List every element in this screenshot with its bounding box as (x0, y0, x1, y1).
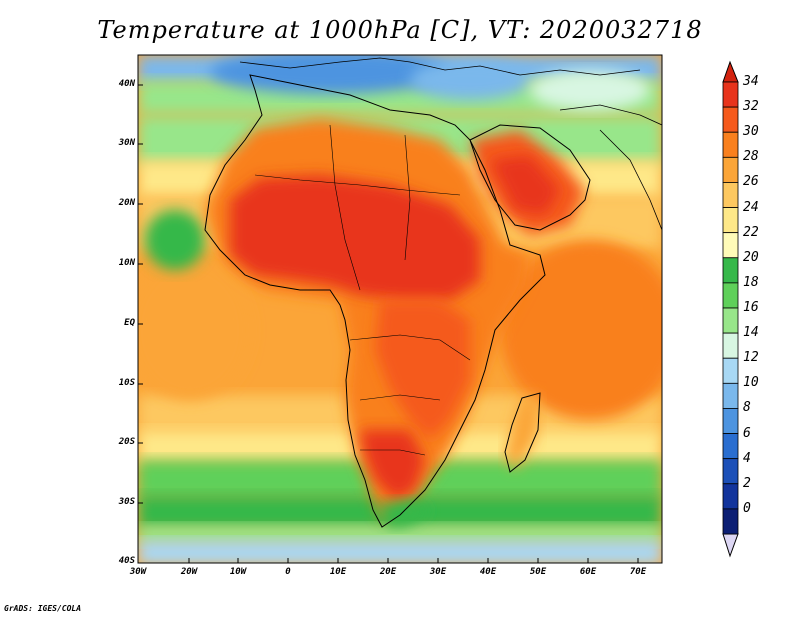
colorbar-box (722, 156, 739, 183)
colorbar-label: 34 (743, 74, 759, 89)
colorbar-label: 28 (743, 149, 759, 165)
colorbar-label: 12 (743, 350, 759, 366)
lon-label-0: 0 (285, 567, 291, 577)
lat-label-10n: 10N (118, 258, 135, 268)
colorbar-label: 30 (743, 124, 759, 140)
colorbar-underflow-arrow (722, 533, 739, 558)
colorbar-box (722, 182, 739, 208)
lon-label-10e: 10E (329, 567, 347, 577)
lat-label-eq: EQ (124, 318, 135, 328)
colorbar-label: 10 (743, 375, 759, 391)
colorbar-box (722, 433, 739, 460)
colorbar-label: 8 (743, 400, 751, 416)
lat-label-30n: 30N (118, 138, 135, 148)
colorbar (722, 60, 739, 558)
colorbar-label: 14 (743, 325, 759, 341)
colorbar-box (722, 257, 739, 284)
lon-label-20w: 20W (180, 567, 198, 577)
colorbar-label: 18 (743, 274, 759, 290)
colorbar-box (722, 207, 739, 234)
lat-label-40n: 40N (118, 79, 135, 89)
lon-label-40e: 40E (479, 567, 497, 577)
colorbar-box (722, 508, 739, 535)
lat-label-40s: 40S (118, 556, 135, 566)
lon-label-50e: 50E (529, 567, 547, 577)
lon-label-30e: 30E (429, 567, 447, 577)
lat-label-20n: 20N (118, 198, 135, 208)
lat-label-30s: 30S (118, 497, 135, 507)
colorbar-label: 4 (743, 450, 751, 466)
colorbar-box (722, 483, 739, 510)
colorbar-label: 16 (743, 300, 759, 315)
colorbar-box (722, 232, 739, 259)
colorbar-box (722, 357, 739, 384)
map-frame (137, 54, 663, 564)
colorbar-overflow-arrow (722, 60, 739, 83)
colorbar-label: 24 (743, 199, 759, 215)
lon-label-70e: 70E (629, 567, 647, 577)
lat-label-20s: 20S (118, 437, 135, 447)
lon-label-10w: 10W (229, 567, 247, 577)
credit-text: GrADS: IGES/COLA (4, 604, 82, 613)
temperature-field (138, 55, 662, 563)
axis-ticks (138, 84, 639, 563)
colorbar-box (722, 282, 739, 309)
lon-label-20e: 20E (379, 567, 397, 577)
colorbar-box (722, 307, 739, 334)
colorbar-label: 20 (743, 249, 759, 265)
lat-label-10s: 10S (118, 378, 135, 388)
colorbar-box (722, 332, 739, 359)
colorbar-label: 26 (743, 174, 759, 190)
colorbar-box (722, 106, 739, 133)
map-title: Temperature at 1000hPa [C], VT: 20200327… (97, 16, 703, 44)
colorbar-label: 0 (743, 500, 751, 516)
colorbar-box (722, 408, 739, 434)
colorbar-box (722, 458, 739, 485)
colorbar-label: 32 (743, 99, 759, 115)
colorbar-box (722, 131, 739, 158)
lon-label-60e: 60E (579, 567, 597, 577)
colorbar-label: 6 (743, 425, 751, 441)
colorbar-box (722, 382, 739, 409)
lon-label-30w: 30W (129, 567, 147, 577)
colorbar-box (722, 81, 739, 108)
colorbar-label: 2 (743, 475, 751, 491)
colorbar-label: 22 (743, 224, 759, 240)
